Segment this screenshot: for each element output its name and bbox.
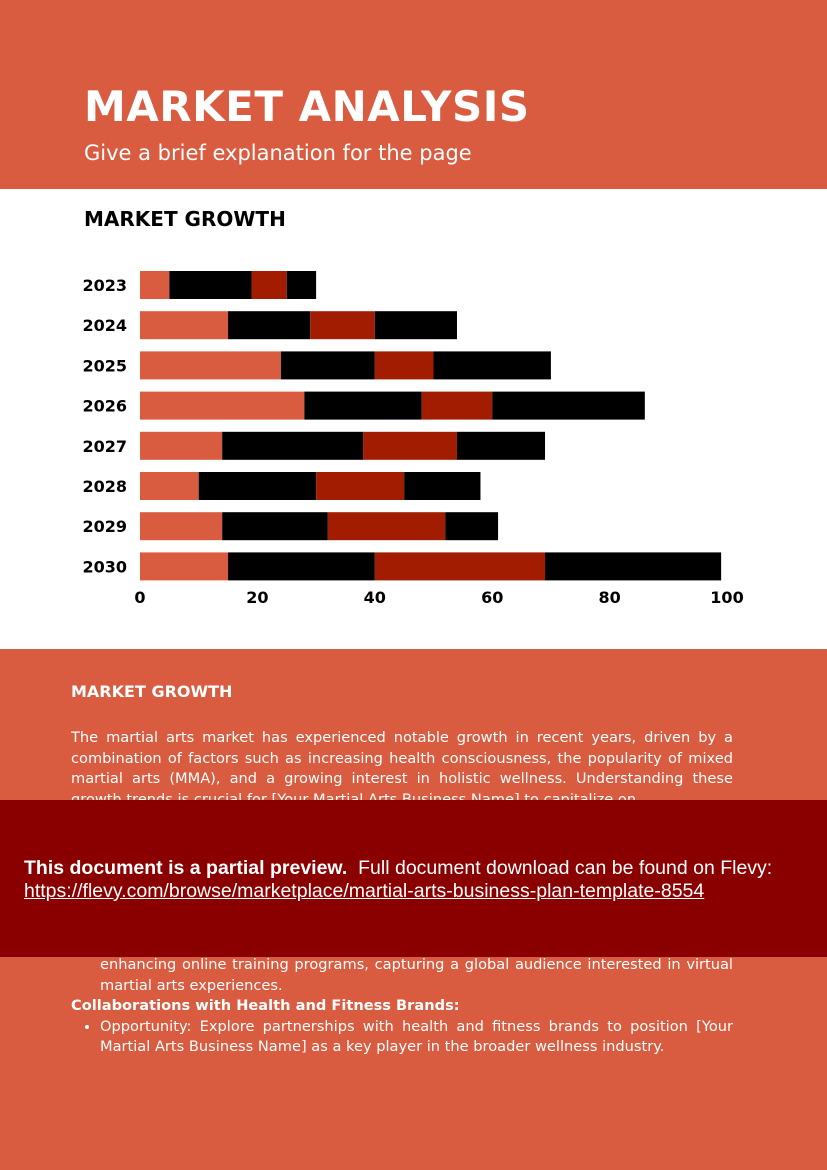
bar-segment <box>228 552 375 581</box>
y-tick-label: 2024 <box>82 316 127 335</box>
bar-segment <box>140 512 223 541</box>
preview-bold-text: This document is a partial preview. <box>24 857 348 879</box>
continuation-text: enhancing online training programs, capt… <box>100 956 733 994</box>
x-tick-label: 100 <box>710 588 743 607</box>
bar-segment <box>404 472 481 500</box>
bar-segment <box>286 271 317 299</box>
bar-segment <box>140 351 281 380</box>
bar-segment <box>310 311 375 340</box>
bar-segment <box>198 472 317 500</box>
x-tick-label: 40 <box>364 588 386 607</box>
body-paragraph: The martial arts market has experienced … <box>71 729 733 808</box>
y-tick-label: 2026 <box>82 397 127 416</box>
x-tick-label: 60 <box>481 588 503 607</box>
x-tick-label: 0 <box>134 588 145 607</box>
bar-segment <box>304 391 422 420</box>
bar-segment <box>169 271 252 299</box>
list-item: Opportunity: Explore partnerships with h… <box>100 1017 733 1058</box>
bar-segment <box>280 351 375 380</box>
bullet-list: Opportunity: Explore partnerships with h… <box>71 1017 733 1058</box>
bar-segment <box>374 351 434 380</box>
bar-segment <box>492 391 645 420</box>
y-tick-label: 2030 <box>82 557 127 576</box>
section-heading: MARKET GROWTH <box>71 682 233 701</box>
bar-segment <box>421 391 493 420</box>
chart-title: MARKET GROWTH <box>84 207 286 231</box>
bar-segment <box>374 311 457 340</box>
sub-heading: Collaborations with Health and Fitness B… <box>71 997 460 1014</box>
bar-segment <box>140 391 305 420</box>
bar-segment <box>445 512 499 541</box>
page-subtitle: Give a brief explanation for the page <box>84 141 472 165</box>
bar-segment <box>433 351 551 380</box>
chart-panel: MARKET GROWTH 2023 2024 2025 2026 2027 2028 20… <box>0 189 827 649</box>
bar-segment <box>140 311 229 340</box>
y-tick-label: 2028 <box>82 477 127 496</box>
body-continuation: enhancing online training programs, capt… <box>71 955 733 1058</box>
bar-segment <box>374 552 546 581</box>
bar-segment <box>140 271 170 299</box>
bar-segment <box>456 431 546 460</box>
bar-segment <box>228 311 311 340</box>
bar-segment <box>140 431 223 460</box>
bar-segment <box>363 431 457 460</box>
page-title: MARKET ANALYSIS <box>84 82 530 131</box>
y-tick-label: 2025 <box>82 356 127 375</box>
bar-segment <box>545 552 722 581</box>
bar-segment <box>140 472 199 500</box>
bar-segment <box>327 512 446 541</box>
preview-message: This document is a partial preview. Full… <box>24 857 772 880</box>
page-header: MARKET ANALYSIS Give a brief explanation… <box>0 0 827 189</box>
market-growth-chart: 2023 2024 2025 2026 2027 2028 2029 2030 0 20 40 60 8… <box>82 271 744 607</box>
bar-segment <box>316 472 405 500</box>
preview-text: Full document download can be found on F… <box>358 857 773 879</box>
bar-segment <box>222 431 364 460</box>
x-tick-label: 20 <box>246 588 268 607</box>
preview-link[interactable]: https://flevy.com/browse/marketplace/mar… <box>24 880 705 902</box>
x-tick-label: 80 <box>598 588 620 607</box>
bar-segment <box>222 512 328 541</box>
y-tick-label: 2027 <box>82 437 127 456</box>
y-tick-label: 2029 <box>82 517 127 536</box>
y-tick-label: 2023 <box>82 276 127 295</box>
bar-segment <box>140 552 229 581</box>
preview-banner: This document is a partial preview. Full… <box>0 800 827 957</box>
bar-segment <box>251 271 287 299</box>
